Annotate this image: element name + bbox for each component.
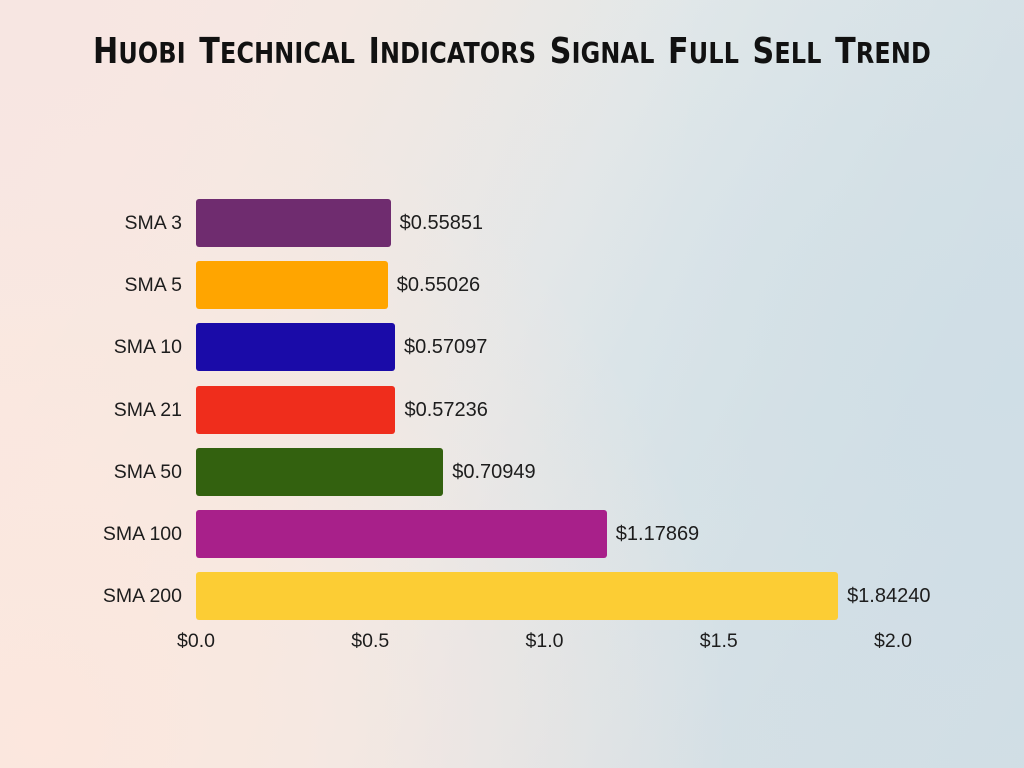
- bar-value-label: $0.55851: [399, 212, 484, 234]
- title-word: INDICATORS: [368, 31, 537, 72]
- bar-row: SMA 3 $0.55851: [0, 199, 1024, 247]
- bar-sma-100[interactable]: [196, 510, 607, 558]
- bar-value-label: $1.17869: [615, 523, 700, 545]
- bar-row: SMA 50 $0.70949: [0, 447, 1024, 496]
- title-word: FULL: [668, 31, 740, 72]
- bar-sma-10[interactable]: [196, 323, 395, 372]
- bar-sma-21[interactable]: [196, 385, 396, 434]
- bar-category-label: SMA 21: [113, 398, 182, 421]
- bar-row: SMA 100 $1.17869: [0, 510, 1024, 558]
- bar-category-label: SMA 200: [102, 585, 182, 608]
- title-word: SELL: [752, 31, 822, 72]
- bar-row: SMA 5 $0.55026: [0, 261, 1024, 310]
- title-word: SIGNAL: [549, 31, 655, 72]
- bar-value-label: $0.57236: [404, 398, 488, 421]
- x-axis-tick-label: $0.0: [177, 630, 215, 652]
- bar-category-label: SMA 10: [113, 336, 182, 359]
- x-axis-tick-label: $2.0: [874, 630, 912, 652]
- bar-sma-5[interactable]: [196, 261, 388, 310]
- bar-sma-50[interactable]: [196, 447, 444, 496]
- bar-row: SMA 200 $1.84240: [0, 572, 1024, 621]
- x-axis-tick-label: $1.0: [525, 630, 564, 652]
- bar-category-label: SMA 50: [113, 460, 182, 483]
- bar-category-label: SMA 100: [102, 523, 182, 545]
- bar-value-label: $0.57097: [403, 336, 488, 359]
- bar-value-label: $0.55026: [396, 274, 481, 297]
- bar-sma-200[interactable]: [196, 572, 839, 621]
- title-word: HUOBI: [92, 31, 186, 72]
- page-title: HUOBI TECHNICAL INDICATORS SIGNAL FULL S…: [36, 31, 988, 72]
- bar-category-label: SMA 5: [124, 274, 182, 297]
- bar-row: SMA 21 $0.57236: [0, 385, 1024, 434]
- title-word: TECHNICAL: [199, 31, 356, 72]
- title-word: TREND: [835, 31, 932, 72]
- x-axis-tick-label: $1.5: [699, 630, 738, 652]
- bar-value-label: $0.70949: [452, 460, 536, 483]
- x-axis-tick-label: $0.5: [351, 630, 390, 652]
- bar-category-label: SMA 3: [124, 212, 182, 234]
- bar-value-label: $1.84240: [847, 585, 931, 608]
- bar-chart: SMA 3 $0.55851 SMA 5 $0.55026 SMA 10 $0.57097…: [0, 41, 1024, 768]
- bar-row: SMA 10 $0.57097: [0, 323, 1024, 372]
- bar-sma-3[interactable]: [196, 199, 391, 247]
